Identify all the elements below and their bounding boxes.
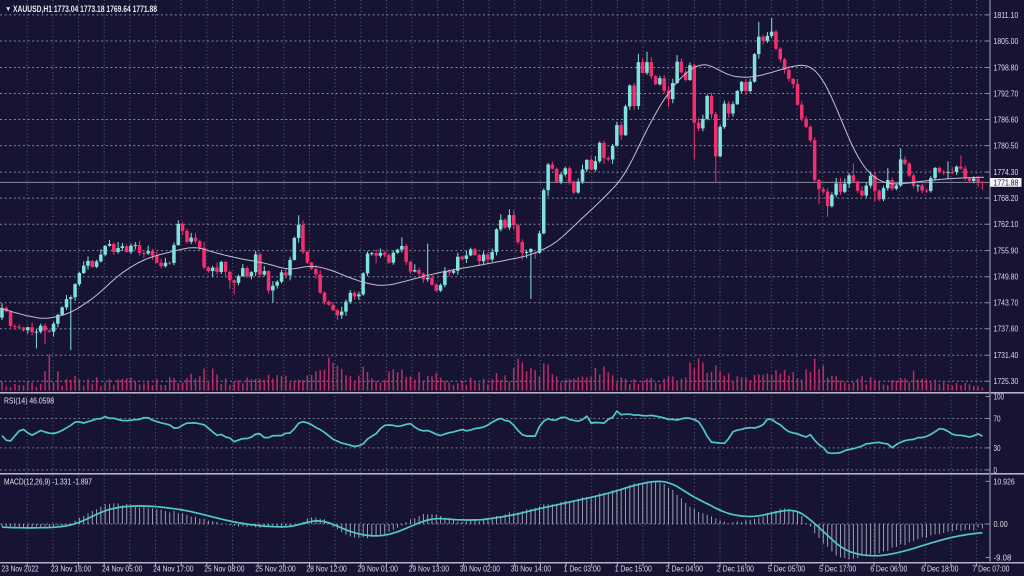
- svg-text:-9.08: -9.08: [994, 553, 1012, 562]
- svg-text:1792.70: 1792.70: [994, 89, 1019, 98]
- svg-text:1731.40: 1731.40: [994, 351, 1019, 360]
- svg-text:1798.80: 1798.80: [994, 63, 1019, 72]
- svg-text:1743.70: 1743.70: [994, 299, 1019, 308]
- svg-text:100: 100: [994, 392, 1005, 401]
- svg-text:1755.90: 1755.90: [994, 247, 1019, 256]
- svg-text:1771.88: 1771.88: [994, 178, 1019, 187]
- svg-text:23 Nov 2022: 23 Nov 2022: [2, 564, 39, 574]
- svg-text:1 Dec 03:00: 1 Dec 03:00: [564, 564, 601, 574]
- svg-text:▼: ▼: [5, 6, 11, 13]
- svg-text:24 Nov 17:00: 24 Nov 17:00: [153, 564, 194, 574]
- svg-text:1786.60: 1786.60: [994, 115, 1019, 124]
- svg-text:2 Dec 04:00: 2 Dec 04:00: [666, 564, 703, 574]
- svg-text:25 Nov 08:00: 25 Nov 08:00: [204, 564, 245, 574]
- svg-text:7 Dec 07:00: 7 Dec 07:00: [972, 564, 1009, 574]
- svg-text:30: 30: [994, 444, 1002, 453]
- svg-text:1749.80: 1749.80: [994, 273, 1019, 282]
- svg-text:XAUUSD,H1 1773.04 1773.18 176: XAUUSD,H1 1773.04 1773.18 1769.64 1771.8…: [13, 4, 157, 14]
- svg-text:29 Nov 01:00: 29 Nov 01:00: [358, 564, 399, 574]
- svg-text:29 Nov 13:00: 29 Nov 13:00: [409, 564, 450, 574]
- svg-text:24 Nov 05:00: 24 Nov 05:00: [102, 564, 143, 574]
- svg-text:5 Dec 17:00: 5 Dec 17:00: [819, 564, 856, 574]
- svg-text:5 Dec 05:00: 5 Dec 05:00: [768, 564, 805, 574]
- svg-text:6 Dec 06:00: 6 Dec 06:00: [870, 564, 907, 574]
- svg-text:30 Nov 14:00: 30 Nov 14:00: [511, 564, 552, 574]
- svg-text:28 Nov 12:00: 28 Nov 12:00: [306, 564, 347, 574]
- svg-text:1762.10: 1762.10: [994, 220, 1019, 229]
- svg-text:30 Nov 02:00: 30 Nov 02:00: [460, 564, 501, 574]
- svg-text:1805.00: 1805.00: [994, 37, 1019, 46]
- svg-text:70: 70: [994, 414, 1002, 423]
- svg-text:1737.60: 1737.60: [994, 325, 1019, 334]
- svg-text:25 Nov 20:00: 25 Nov 20:00: [255, 564, 296, 574]
- svg-text:1774.30: 1774.30: [994, 168, 1019, 177]
- svg-text:23 Nov 16:00: 23 Nov 16:00: [51, 564, 92, 574]
- svg-text:1725.30: 1725.30: [994, 377, 1019, 386]
- svg-text:0.00: 0.00: [994, 520, 1009, 529]
- svg-text:0: 0: [994, 466, 998, 475]
- svg-text:MACD(12,26,9) -1.331 -1.897: MACD(12,26,9) -1.331 -1.897: [4, 477, 92, 487]
- svg-text:1780.50: 1780.50: [994, 142, 1019, 151]
- svg-text:10.926: 10.926: [994, 477, 1016, 486]
- svg-text:1 Dec 15:00: 1 Dec 15:00: [615, 564, 652, 574]
- svg-text:1811.10: 1811.10: [994, 11, 1019, 20]
- svg-text:RSI(14) 46.0598: RSI(14) 46.0598: [4, 396, 54, 406]
- svg-text:2 Dec 16:00: 2 Dec 16:00: [717, 564, 754, 574]
- svg-text:6 Dec 18:00: 6 Dec 18:00: [921, 564, 958, 574]
- svg-text:1768.20: 1768.20: [994, 194, 1019, 203]
